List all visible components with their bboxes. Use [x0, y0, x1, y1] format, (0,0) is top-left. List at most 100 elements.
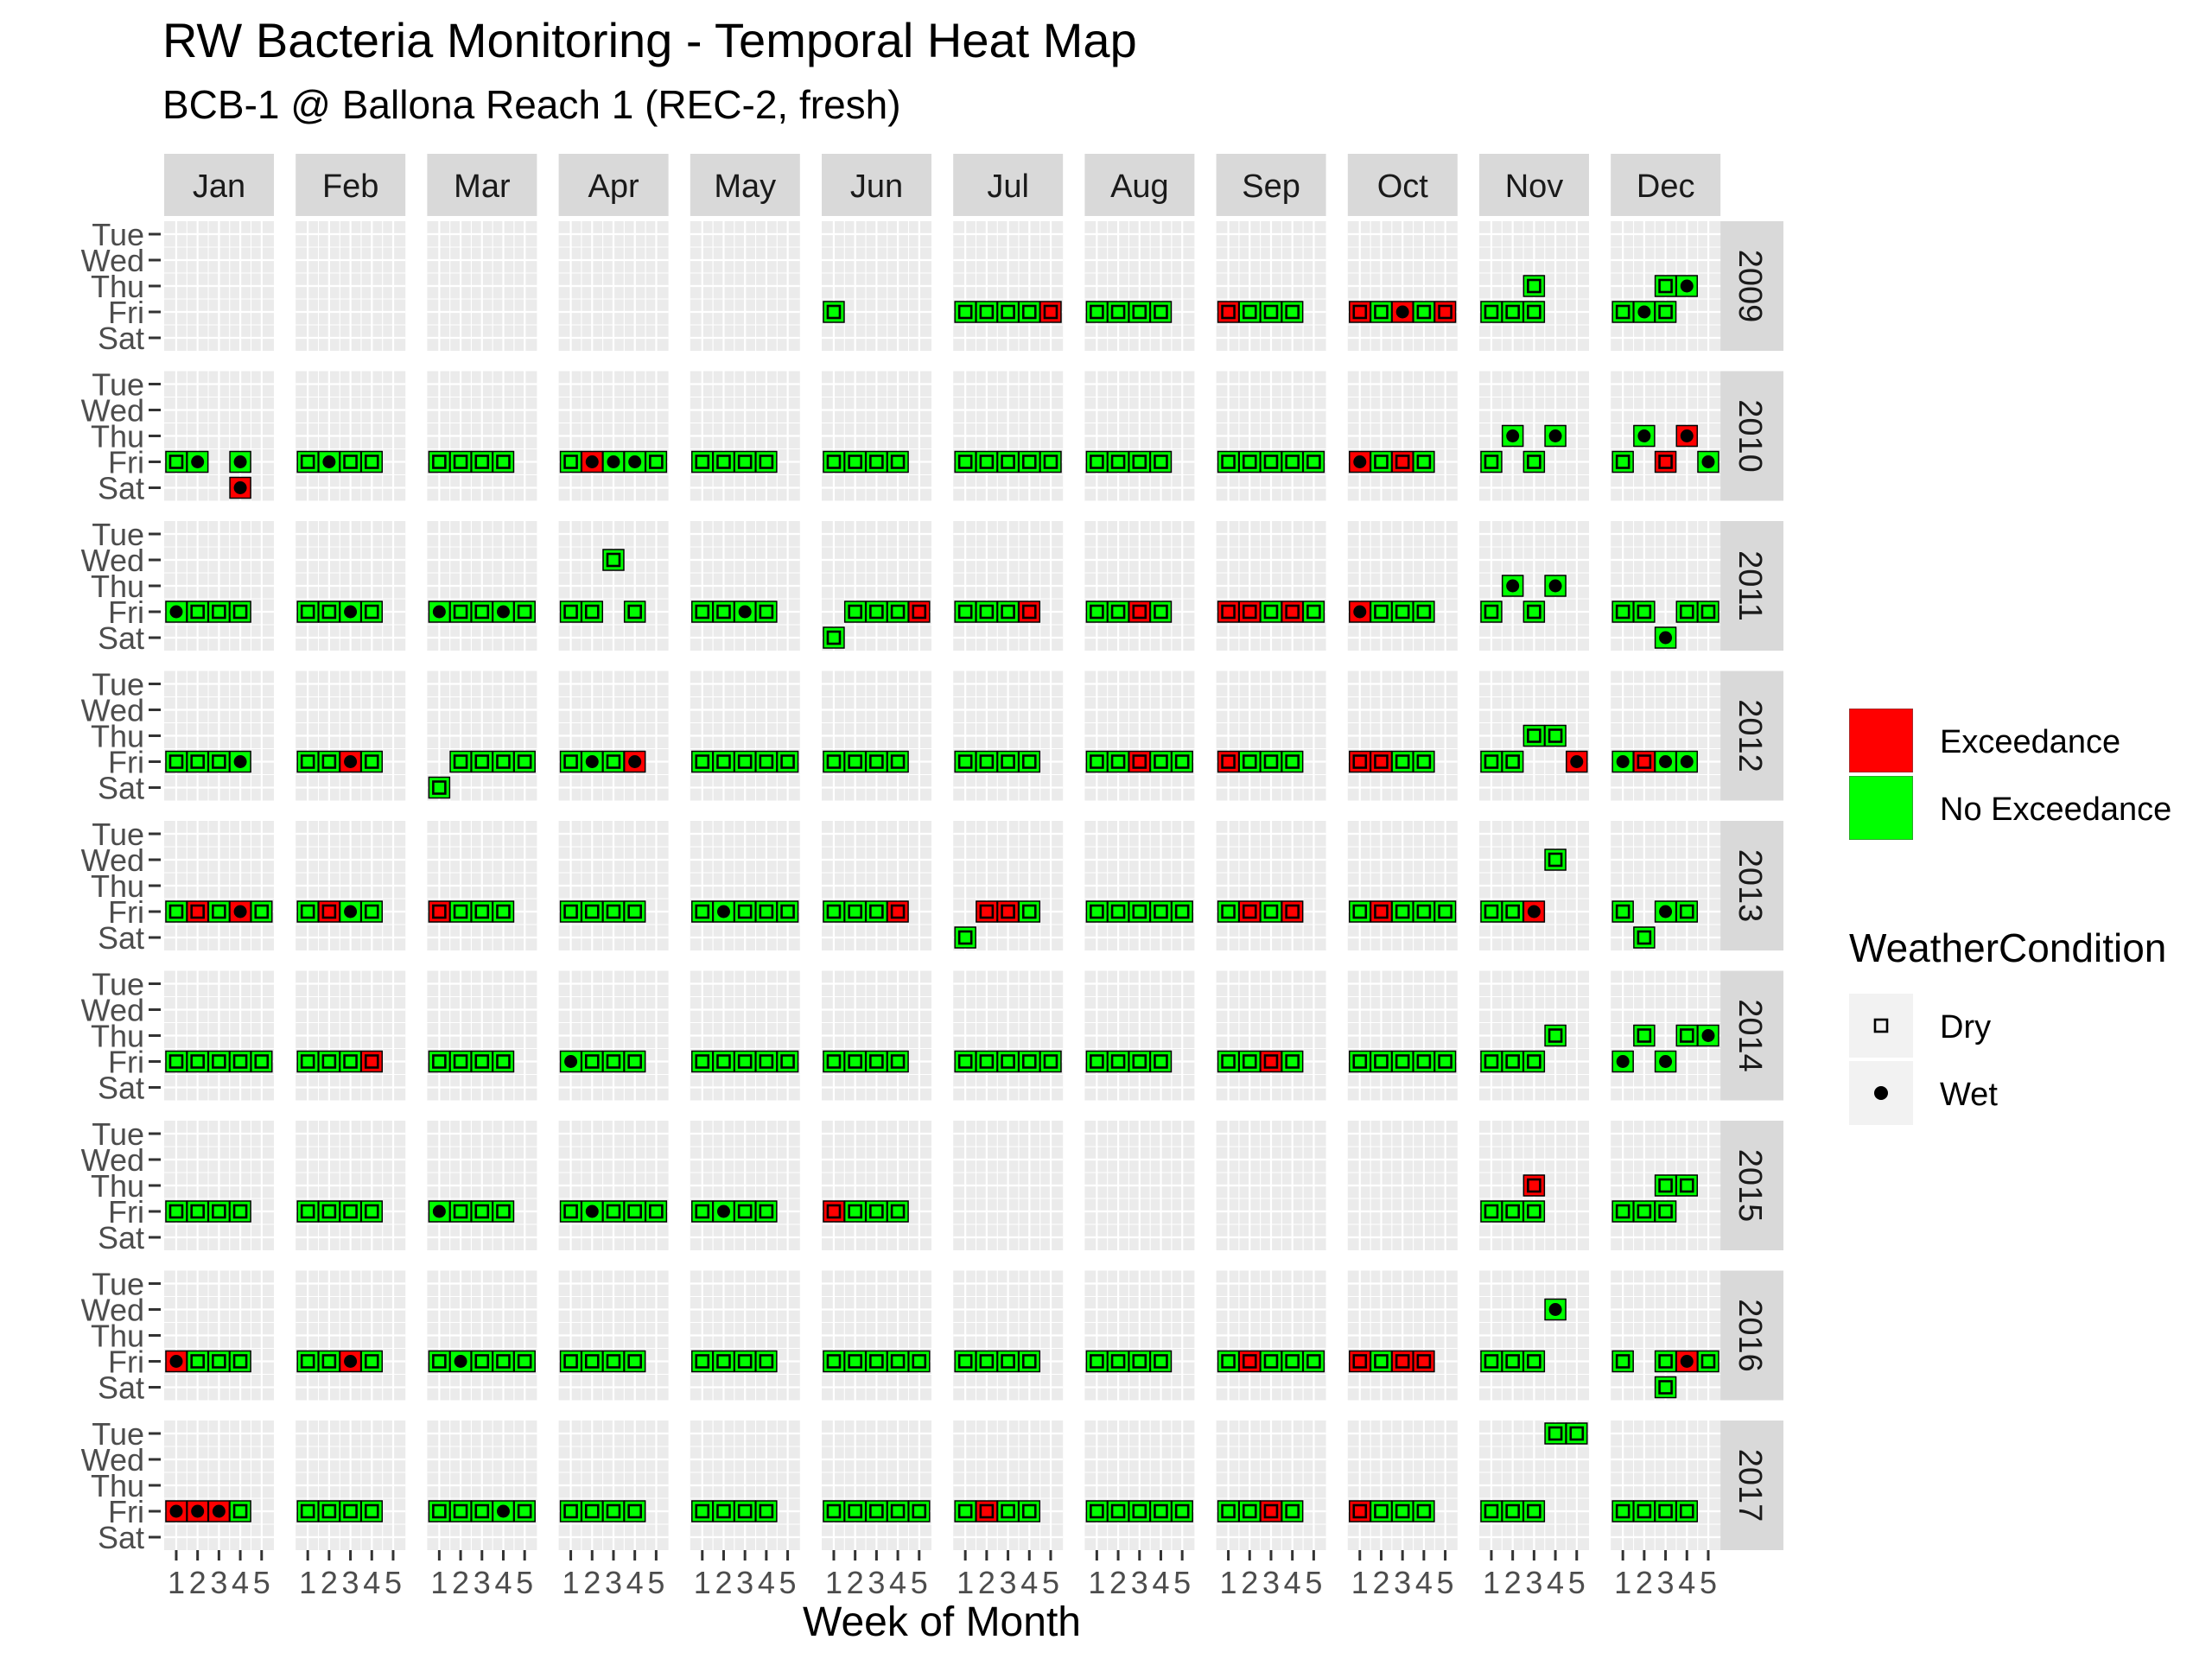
wet-marker: [432, 1205, 446, 1218]
heat-cell-2017-sep: [1260, 1500, 1282, 1522]
x-tick-label-nov-4: 4: [1547, 1565, 1564, 1600]
wet-marker: [1659, 905, 1673, 918]
heat-cell-2016-dec: [1654, 1376, 1677, 1399]
heat-cell-2014-aug: [1128, 1050, 1151, 1073]
dry-marker: [432, 780, 447, 795]
dry-marker: [737, 1054, 753, 1069]
heat-cell-2012-jan: [165, 750, 188, 773]
year-strip-2012: [1719, 671, 1783, 801]
dry-marker: [1527, 604, 1541, 620]
month-label-jul: Jul: [987, 168, 1029, 205]
dry-marker: [1021, 304, 1037, 320]
dry-marker: [321, 1204, 337, 1219]
x-tick-label-apr-2: 2: [583, 1565, 601, 1600]
dry-marker: [1416, 1503, 1432, 1519]
heat-cell-2010-jan: [229, 450, 251, 474]
dry-marker: [1132, 454, 1147, 469]
dry-marker: [563, 604, 578, 620]
heat-cell-2017-jul: [996, 1500, 1020, 1522]
dry-marker: [848, 1503, 862, 1519]
heat-cell-2010-oct: [1413, 450, 1435, 474]
heat-cell-2015-feb: [318, 1200, 340, 1223]
heat-cell-2014-jul: [996, 1050, 1020, 1073]
month-label-nov: Nov: [1505, 168, 1564, 205]
legend-key-no-exceedance-glyph: [1848, 775, 1914, 841]
heat-cell-2013-nov: [1544, 849, 1567, 871]
y-tick-label-thu-2016: Thu: [91, 1319, 144, 1354]
dry-marker: [1090, 304, 1104, 320]
chart-title: RW Bacteria Monitoring - Temporal Heat M…: [162, 13, 1137, 67]
heat-cell-2014-oct: [1391, 1050, 1414, 1073]
heat-cell-2014-sep: [1281, 1050, 1304, 1073]
wet-marker: [1506, 579, 1520, 593]
heat-cell-2015-jan: [229, 1200, 251, 1223]
dry-marker: [517, 604, 532, 620]
dry-marker: [890, 454, 906, 469]
x-tick-label-jan-4: 4: [232, 1565, 249, 1600]
dry-marker: [759, 604, 774, 620]
heat-cell-2011-mar: [492, 601, 515, 623]
year-strip-2014: [1719, 970, 1783, 1101]
heat-cell-2012-may: [691, 750, 714, 773]
heat-cell-2013-mar: [471, 900, 493, 923]
dry-marker: [1484, 1204, 1499, 1219]
heat-cell-2009-aug: [1085, 301, 1109, 323]
dry-marker: [1484, 1054, 1499, 1069]
heat-cell-2014-jan: [251, 1050, 273, 1073]
heat-cell-2014-feb: [318, 1050, 340, 1073]
dry-marker: [1221, 1503, 1236, 1519]
heat-cell-2010-jul: [1018, 450, 1041, 474]
dry-marker: [212, 1354, 226, 1369]
x-tick-label-may-4: 4: [758, 1565, 775, 1600]
dry-marker: [212, 754, 226, 769]
month-strip-jan: [164, 154, 274, 216]
heat-cell-2014-feb: [296, 1050, 319, 1073]
heat-cell-2010-dec: [1611, 450, 1634, 474]
heat-cell-2017-sep: [1217, 1500, 1240, 1522]
heat-cell-2014-sep: [1260, 1050, 1282, 1073]
heat-cell-2014-feb: [360, 1050, 384, 1073]
dry-marker: [1001, 304, 1015, 320]
dry-marker: [649, 454, 664, 469]
heat-cell-2011-jun: [887, 601, 909, 623]
heat-cell-2011-jul: [996, 601, 1020, 623]
y-tick-label-thu-2014: Thu: [91, 1019, 144, 1054]
heat-cell-2012-jun: [865, 750, 888, 773]
heat-cell-2013-oct: [1391, 900, 1414, 923]
dry-marker: [979, 1354, 995, 1369]
heat-cell-2011-sep: [1281, 601, 1304, 623]
heat-cell-2017-apr: [559, 1500, 582, 1522]
x-tick-label-nov-1: 1: [1483, 1565, 1500, 1600]
dry-marker: [232, 1503, 248, 1519]
x-tick-label-apr-5: 5: [647, 1565, 664, 1600]
x-tick-label-nov-5: 5: [1568, 1565, 1586, 1600]
dry-marker: [1263, 1503, 1279, 1519]
heat-cell-2016-oct: [1370, 1350, 1393, 1373]
heat-cell-2011-dec: [1633, 601, 1656, 623]
heat-cell-2011-mar: [471, 601, 493, 623]
heat-cell-2013-jan: [186, 900, 209, 923]
dry-marker: [474, 1054, 490, 1069]
heat-cell-2017-oct: [1413, 1500, 1435, 1522]
dry-marker: [627, 1204, 642, 1219]
month-strip-may: [690, 154, 800, 216]
heat-cell-2017-feb: [318, 1500, 340, 1522]
heat-cell-2011-jun: [908, 601, 931, 623]
heat-cell-2012-jan: [229, 750, 251, 773]
dry-marker: [254, 1054, 270, 1069]
dry-marker: [826, 630, 842, 645]
dry-marker: [212, 904, 226, 919]
heat-cell-2016-may: [755, 1350, 778, 1373]
dry-marker: [1221, 1354, 1236, 1369]
dry-marker: [1374, 604, 1389, 620]
dry-marker: [1484, 904, 1499, 919]
heat-cell-2012-nov: [1480, 750, 1503, 773]
dry-marker: [1174, 1503, 1190, 1519]
wet-marker: [169, 605, 183, 619]
heat-cell-2009-dec: [1654, 301, 1677, 323]
dry-marker: [1154, 604, 1168, 620]
dry-marker: [343, 1054, 358, 1069]
dry-marker: [695, 904, 710, 919]
heat-cell-2010-jan: [229, 476, 251, 499]
x-tick-label-dec-4: 4: [1678, 1565, 1695, 1600]
